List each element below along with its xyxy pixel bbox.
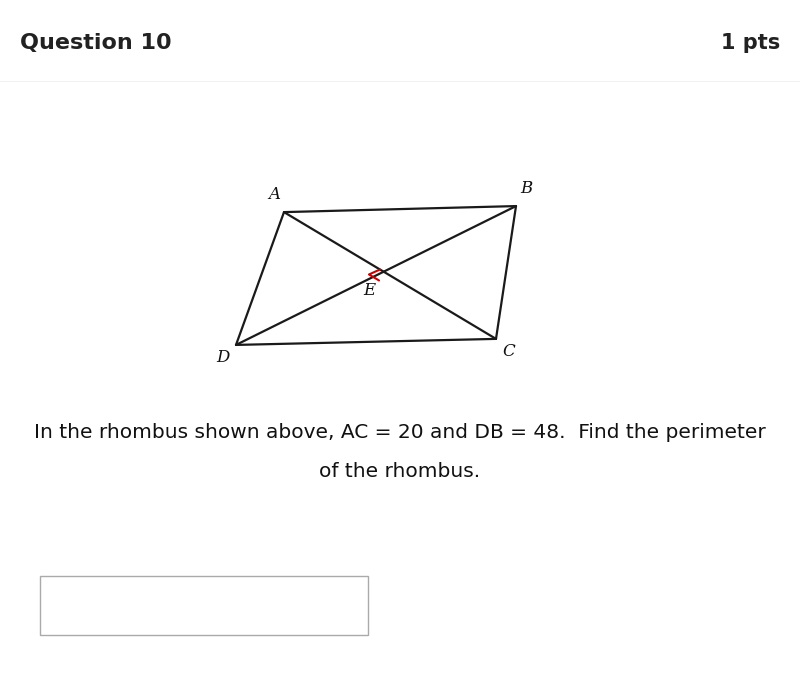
- Text: C: C: [502, 343, 515, 360]
- Text: Question 10: Question 10: [20, 33, 172, 53]
- Text: A: A: [268, 186, 280, 203]
- Text: E: E: [363, 281, 376, 298]
- Text: B: B: [520, 180, 532, 197]
- Text: D: D: [216, 349, 230, 366]
- Text: 1 pts: 1 pts: [721, 33, 780, 53]
- Text: In the rhombus shown above, AC = 20 and DB = 48.  Find the perimeter: In the rhombus shown above, AC = 20 and …: [34, 423, 766, 442]
- Text: of the rhombus.: of the rhombus.: [319, 462, 481, 481]
